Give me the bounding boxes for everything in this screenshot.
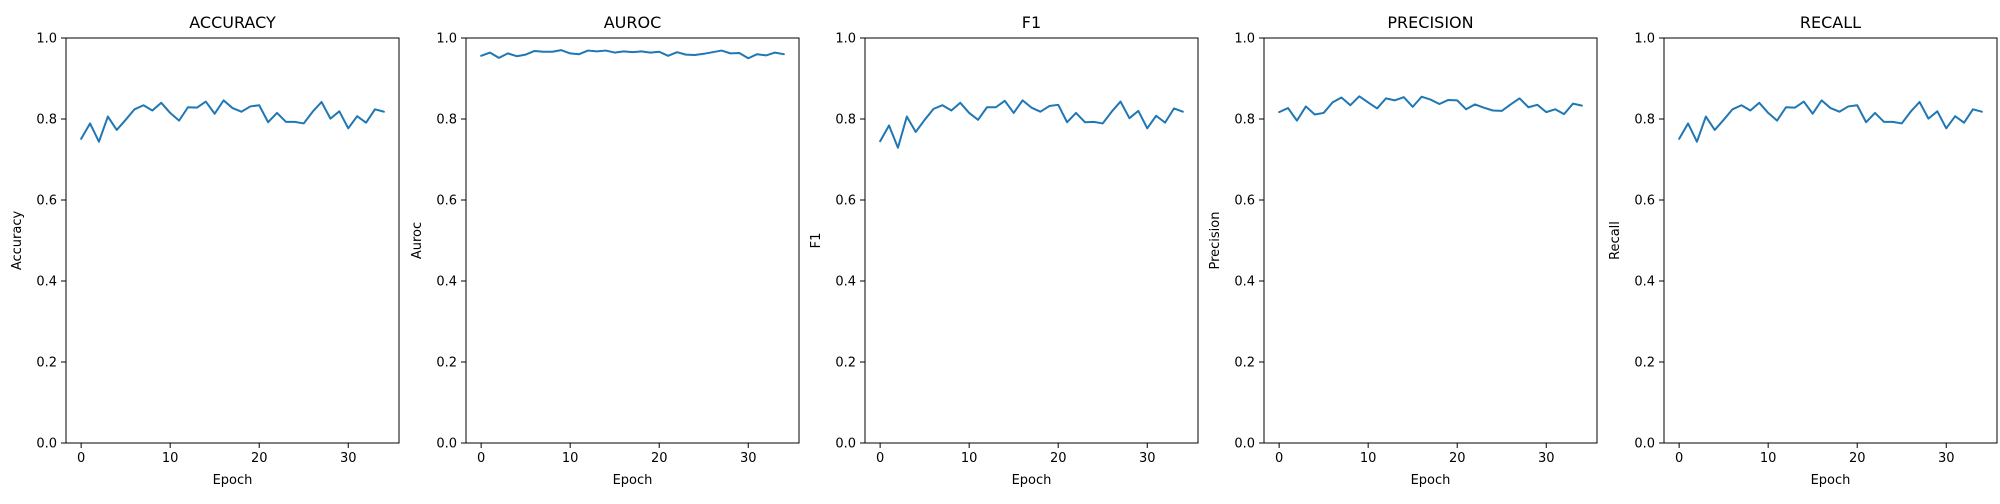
x-tick-label: 10 bbox=[562, 451, 579, 466]
chart-panel-accuracy: 0 10 20 30 0.0 0.2 0.4 0.6 0.8 1.0 ACCURACY Epoch Ac… bbox=[10, 13, 400, 488]
series-line bbox=[1678, 99, 1983, 143]
y-tick-label: 1.0 bbox=[436, 32, 457, 47]
x-tick-label: 10 bbox=[961, 451, 978, 466]
y-tick-label: 0.4 bbox=[436, 275, 457, 290]
chart-title: RECALL bbox=[1800, 13, 1861, 32]
y-tick-label: 1.0 bbox=[36, 32, 57, 47]
y-axis-label: Accuracy bbox=[10, 211, 25, 271]
y-tick-label: 0.8 bbox=[1234, 113, 1255, 128]
plot-frame bbox=[1263, 37, 1598, 444]
x-tick-label: 10 bbox=[1360, 451, 1377, 466]
chart-panel-auroc: 0 10 20 30 0.0 0.2 0.4 0.6 0.8 1.0 AUROC Epoch Auroc bbox=[410, 13, 800, 488]
y-tick-label: 0.6 bbox=[36, 194, 57, 209]
chart-title: F1 bbox=[1022, 13, 1041, 32]
x-tick-label: 0 bbox=[77, 451, 85, 466]
x-tick-label: 20 bbox=[251, 451, 268, 466]
y-axis-label: Precision bbox=[1208, 211, 1223, 269]
x-tick-label: 20 bbox=[1849, 451, 1866, 466]
y-tick-label: 0.0 bbox=[1634, 437, 1655, 452]
y-tick-label: 0.0 bbox=[1234, 437, 1255, 452]
plot-frame bbox=[465, 37, 800, 444]
y-tick-label: 0.2 bbox=[1634, 356, 1655, 371]
y-tick-label: 0.4 bbox=[1234, 275, 1255, 290]
y-tick-label: 0.2 bbox=[1234, 356, 1255, 371]
x-tick-label: 30 bbox=[740, 451, 757, 466]
y-tick-label: 1.0 bbox=[1634, 32, 1655, 47]
x-tick-label: 10 bbox=[1760, 451, 1777, 466]
y-tick-label: 0.0 bbox=[36, 437, 57, 452]
series-line bbox=[1278, 95, 1583, 122]
series-line bbox=[879, 99, 1184, 149]
y-tick-label: 0.8 bbox=[36, 113, 57, 128]
x-tick-label: 30 bbox=[1139, 451, 1156, 466]
chart-panel-precision: 0 10 20 30 0.0 0.2 0.4 0.6 0.8 1.0 PRECISION Epoch P… bbox=[1208, 13, 1598, 488]
x-axis-label: Epoch bbox=[613, 473, 653, 488]
x-tick-label: 0 bbox=[477, 451, 485, 466]
x-tick-label: 30 bbox=[1538, 451, 1555, 466]
y-tick-label: 0.4 bbox=[835, 275, 856, 290]
x-tick-label: 0 bbox=[1275, 451, 1283, 466]
chart-title: PRECISION bbox=[1387, 13, 1473, 32]
y-tick-label: 0.6 bbox=[1234, 194, 1255, 209]
y-tick-label: 1.0 bbox=[835, 32, 856, 47]
y-tick-label: 0.6 bbox=[835, 194, 856, 209]
x-axis-label: Epoch bbox=[1012, 473, 1052, 488]
plot-frame bbox=[864, 37, 1199, 444]
x-axis-label: Epoch bbox=[1811, 473, 1851, 488]
plot-frame bbox=[1663, 37, 1998, 444]
y-tick-label: 0.6 bbox=[436, 194, 457, 209]
series-line bbox=[80, 99, 385, 143]
chart-title: AUROC bbox=[604, 13, 662, 32]
y-axis-label: Auroc bbox=[410, 222, 425, 259]
x-tick-label: 20 bbox=[1050, 451, 1067, 466]
y-tick-label: 0.8 bbox=[1634, 113, 1655, 128]
y-tick-label: 0.8 bbox=[835, 113, 856, 128]
y-tick-label: 0.6 bbox=[1634, 194, 1655, 209]
plot-frame bbox=[65, 37, 400, 444]
x-axis-label: Epoch bbox=[1411, 473, 1451, 488]
y-axis-label: Recall bbox=[1608, 221, 1623, 260]
chart-panel-recall: 0 10 20 30 0.0 0.2 0.4 0.6 0.8 1.0 RECALL Epoch Reca… bbox=[1608, 13, 1998, 488]
y-tick-label: 0.8 bbox=[436, 113, 457, 128]
x-tick-label: 30 bbox=[340, 451, 357, 466]
x-tick-label: 30 bbox=[1938, 451, 1955, 466]
y-tick-label: 0.2 bbox=[436, 356, 457, 371]
y-tick-label: 0.0 bbox=[436, 437, 457, 452]
x-tick-label: 20 bbox=[1449, 451, 1466, 466]
y-tick-label: 0.0 bbox=[835, 437, 856, 452]
y-axis-label: F1 bbox=[809, 233, 824, 249]
y-tick-label: 1.0 bbox=[1234, 32, 1255, 47]
series-line bbox=[480, 49, 785, 60]
x-tick-label: 20 bbox=[651, 451, 668, 466]
chart-panel-f1: 0 10 20 30 0.0 0.2 0.4 0.6 0.8 1.0 F1 Epoch F1 bbox=[809, 13, 1199, 488]
x-tick-label: 0 bbox=[1675, 451, 1683, 466]
y-tick-label: 0.2 bbox=[835, 356, 856, 371]
x-tick-label: 0 bbox=[876, 451, 884, 466]
x-tick-label: 10 bbox=[162, 451, 179, 466]
y-tick-label: 0.2 bbox=[36, 356, 57, 371]
x-axis-label: Epoch bbox=[213, 473, 253, 488]
y-tick-label: 0.4 bbox=[36, 275, 57, 290]
chart-title: ACCURACY bbox=[189, 13, 276, 32]
y-tick-label: 0.4 bbox=[1634, 275, 1655, 290]
